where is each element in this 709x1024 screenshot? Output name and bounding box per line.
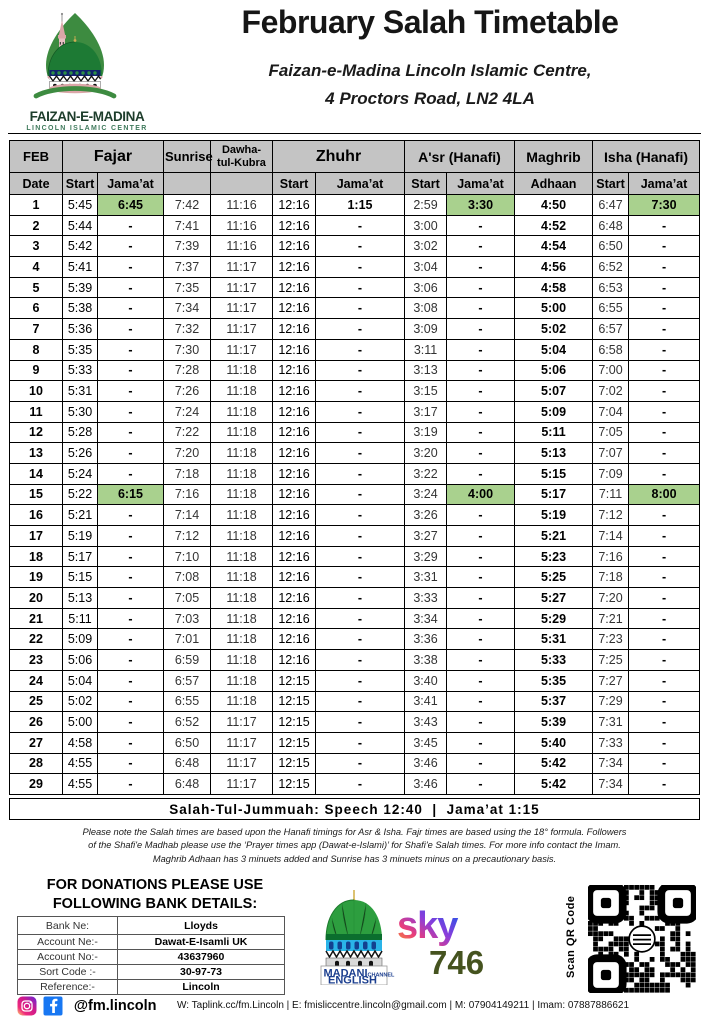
svg-text:ENGLISH: ENGLISH: [328, 974, 377, 985]
svg-text:sky: sky: [397, 905, 458, 947]
